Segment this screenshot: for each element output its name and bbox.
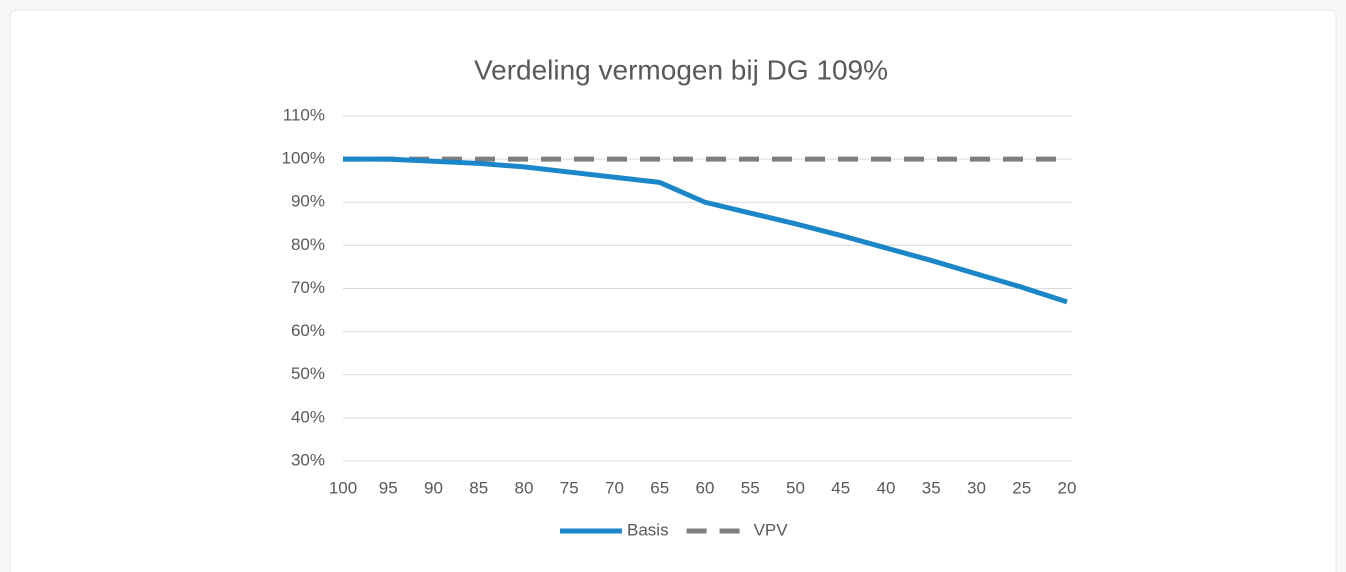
x-tick-label: 35 (922, 478, 941, 497)
x-tick-label: 50 (786, 478, 805, 497)
x-tick-label: 80 (515, 478, 534, 497)
y-tick-label: 90% (291, 192, 325, 211)
legend-label: VPV (754, 520, 789, 539)
y-tick-label: 80% (291, 235, 325, 254)
y-tick-label: 30% (291, 450, 325, 469)
x-tick-label: 90 (424, 478, 443, 497)
y-tick-label: 100% (282, 149, 325, 168)
x-tick-label: 45 (831, 478, 850, 497)
x-tick-label: 85 (469, 478, 488, 497)
x-tick-label: 25 (1012, 478, 1031, 497)
x-tick-label: 20 (1058, 478, 1077, 497)
y-tick-label: 70% (291, 278, 325, 297)
x-tick-label: 55 (741, 478, 760, 497)
line-series (343, 156, 1068, 305)
x-tick-label: 95 (379, 478, 398, 497)
chart-title: Verdeling vermogen bij DG 109% (474, 54, 888, 85)
y-tick-label: 110% (283, 105, 325, 124)
y-tick-label: 40% (291, 407, 325, 426)
x-tick-label: 60 (696, 478, 715, 497)
y-tick-label: 60% (291, 321, 325, 340)
x-tick-label: 30 (967, 478, 986, 497)
legend-label: Basis (627, 520, 669, 539)
x-tick-label: 65 (650, 478, 669, 497)
x-tick-label: 75 (560, 478, 579, 497)
y-tick-label: 50% (291, 364, 325, 383)
x-tick-label: 40 (877, 478, 896, 497)
card (9, 9, 1337, 572)
x-tick-label: 70 (605, 478, 624, 497)
x-tick-label: 100 (329, 478, 357, 497)
